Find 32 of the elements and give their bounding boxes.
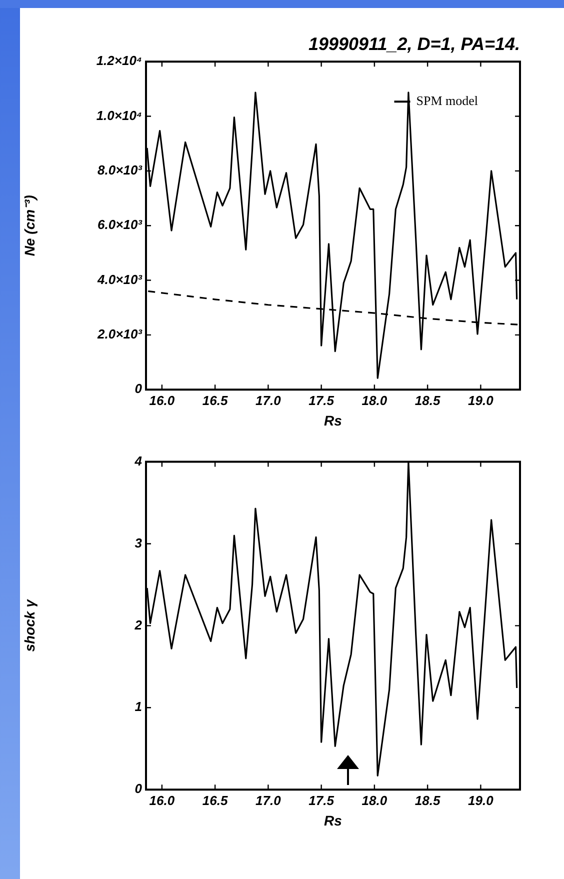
x-axis-title: Rs — [324, 412, 342, 428]
x-tick-label: 19.0 — [468, 792, 494, 808]
x-tick-label: 17.5 — [308, 792, 335, 808]
x-tick-label: 18.0 — [362, 792, 388, 808]
x-tick-label: 19.0 — [468, 392, 494, 408]
y-tick-label: 1 — [134, 699, 142, 714]
y-tick-label: 4 — [134, 453, 143, 468]
legend-label: SPM model — [416, 93, 478, 108]
y-tick-label: 3 — [134, 535, 143, 550]
y-tick-label: 1.2×10⁴ — [96, 53, 142, 68]
y-axis-title: shock γ — [21, 598, 38, 652]
x-tick-label: 16.5 — [202, 792, 228, 808]
y-axis-title: Ne (cm⁻³) — [21, 194, 38, 256]
y-tick-label: 2.0×10³ — [96, 326, 143, 342]
y-tick-label: 8.0×10³ — [98, 162, 143, 178]
x-tick-label: 18.0 — [362, 392, 388, 408]
y-tick-label: 2 — [134, 617, 143, 632]
x-tick-label: 16.5 — [202, 392, 228, 408]
x-tick-label: 18.5 — [414, 392, 441, 408]
x-axis-title: Rs — [324, 812, 342, 828]
y-tick-label: 1.0×10⁴ — [96, 108, 142, 123]
x-tick-label: 17.5 — [308, 392, 335, 408]
x-tick-label: 16.0 — [149, 392, 176, 408]
x-tick-label: 17.0 — [256, 792, 282, 808]
y-tick-label: 4.0×10³ — [96, 272, 143, 287]
x-tick-label: 18.5 — [414, 792, 441, 808]
chart-title: 19990911_2, D=1, PA=14. — [308, 34, 520, 54]
x-tick-label: 17.0 — [256, 392, 282, 408]
y-tick-label: 0 — [134, 381, 143, 396]
y-tick-label: 6.0×10³ — [98, 217, 143, 232]
y-tick-label: 0 — [134, 781, 143, 796]
x-tick-label: 16.0 — [149, 792, 176, 808]
